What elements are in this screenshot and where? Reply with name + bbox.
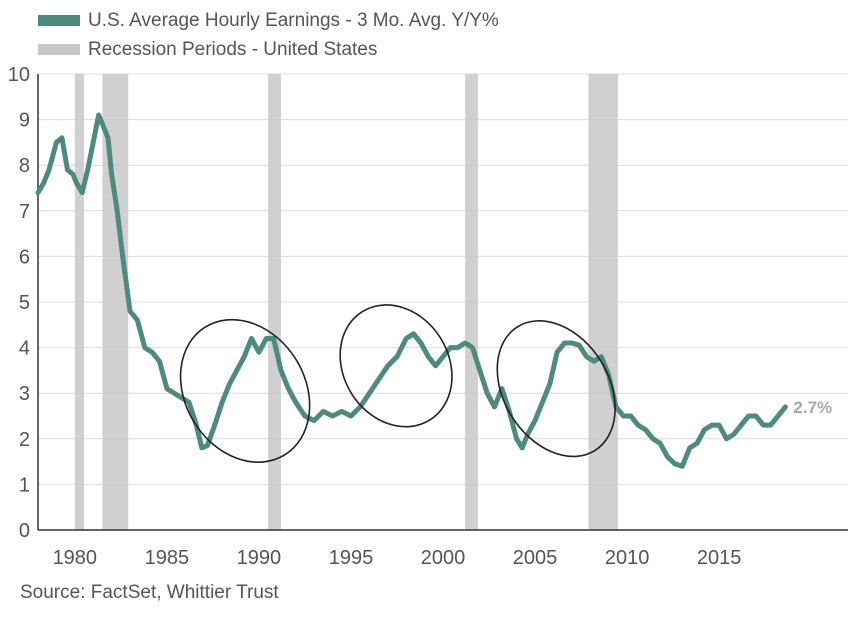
earnings-series-line: [35, 112, 788, 469]
recession-band: [588, 74, 618, 530]
y-tick-label: 5: [19, 292, 30, 314]
y-tick-label: 0: [19, 520, 30, 542]
y-tick-label: 6: [19, 246, 30, 268]
y-tick-label: 7: [19, 201, 30, 223]
x-tick-label: 1985: [145, 547, 190, 569]
end-value-label: 2.7%: [793, 398, 832, 417]
x-tick-label: 2010: [605, 547, 650, 569]
legend-label-earnings: U.S. Average Hourly Earnings - 3 Mo. Avg…: [88, 9, 499, 31]
y-tick-label: 8: [19, 155, 30, 177]
recession-band: [268, 74, 281, 530]
x-tick-label: 2015: [697, 547, 742, 569]
x-tick-label: 1980: [53, 547, 98, 569]
y-tick-label: 9: [19, 110, 30, 132]
chart-legend: U.S. Average Hourly Earnings - 3 Mo. Avg…: [38, 6, 499, 64]
highlight-ellipse: [339, 304, 453, 428]
legend-item-recession: Recession Periods - United States: [38, 35, 499, 64]
y-tick-label: 2: [19, 429, 30, 451]
x-tick-label: 2005: [513, 547, 558, 569]
y-tick-label: 10: [8, 64, 30, 86]
legend-swatch-earnings: [38, 15, 80, 26]
y-tick-label: 3: [19, 383, 30, 405]
legend-label-recession: Recession Periods - United States: [88, 38, 378, 60]
x-tick-label: 1990: [237, 547, 282, 569]
y-tick-label: 1: [19, 474, 30, 496]
highlight-ellipse: [179, 318, 311, 463]
recession-band: [74, 74, 85, 530]
source-note: Source: FactSet, Whittier Trust: [20, 582, 279, 603]
highlight-ellipse: [496, 320, 616, 458]
x-tick-label: 2000: [421, 547, 466, 569]
y-tick-label: 4: [19, 338, 30, 360]
x-tick-label: 1995: [329, 547, 374, 569]
legend-swatch-recession: [38, 44, 80, 55]
legend-item-earnings: U.S. Average Hourly Earnings - 3 Mo. Avg…: [38, 6, 499, 35]
recession-band: [465, 74, 478, 530]
